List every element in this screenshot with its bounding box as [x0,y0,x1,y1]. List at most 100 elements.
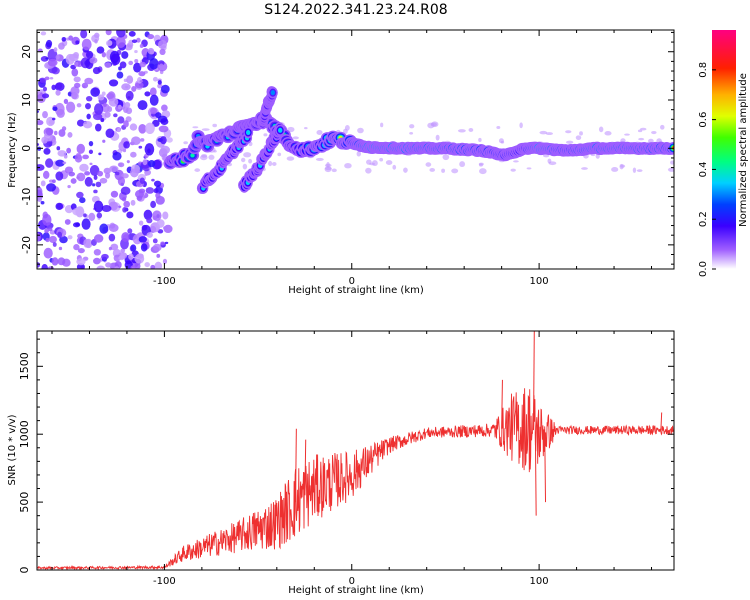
noise-blob [130,168,139,178]
noise-blob [130,151,137,158]
noise-blob [286,156,295,161]
noise-blob [478,137,482,142]
noise-blob [153,188,159,194]
noise-blob [72,222,81,228]
y-tick-label: -10 [20,188,33,206]
noise-blob [194,168,201,172]
noise-blob [130,199,136,206]
noise-blob [76,143,86,154]
spectrogram-frame [36,29,675,270]
noise-blob [637,129,643,133]
noise-blob [96,212,103,219]
noise-blob [47,58,58,67]
noise-blob [138,124,147,134]
noise-blob [41,93,50,99]
noise-blob [103,167,111,175]
noise-blob [75,40,80,45]
noise-blob [37,196,43,202]
noise-blob [344,162,352,169]
x-tick-label: -100 [153,576,176,587]
y-tick-label: 0 [18,567,31,574]
noise-blob [71,68,79,77]
noise-blob [146,232,153,238]
noise-blob [82,120,93,129]
noise-blob [624,133,630,136]
noise-blob [344,125,350,131]
noise-blob [43,247,53,259]
noise-blob [121,197,127,202]
noise-blob [208,154,215,160]
noise-blob [565,140,574,144]
noise-blob [37,119,44,126]
noise-blob [138,236,147,243]
noise-blob [68,171,76,177]
noise-blob [76,103,82,108]
branch-mark [270,90,276,96]
noise-blob [331,168,337,173]
noise-blob [152,210,162,222]
noise-blob [118,205,122,208]
noise-blob [213,150,217,153]
noise-blob [123,200,131,208]
noise-blob [144,143,155,156]
snr-frame [36,330,675,571]
noise-blob [152,238,158,244]
ridge-mark [190,153,195,158]
noise-blob [183,141,188,145]
noise-blob [65,53,75,65]
noise-blob [55,159,65,167]
noise-blob [126,75,134,84]
noise-blob [104,62,112,69]
noise-blob [63,98,69,105]
noise-blob [109,165,119,173]
noise-blob [548,161,557,166]
noise-blob [126,160,130,164]
noise-blob [73,76,81,83]
noise-blob [83,238,91,248]
noise-blob [108,79,119,87]
noise-blob [51,117,56,121]
noise-blob [151,178,155,182]
noise-blob [565,130,572,134]
noise-blob [134,58,139,64]
noise-blob [138,220,144,226]
noise-blob [134,49,138,54]
noise-blob [86,113,91,120]
noise-blob [37,164,45,171]
noise-blob [42,86,48,92]
noise-blob [149,94,159,106]
noise-blob [40,180,46,187]
noise-blob [441,168,446,173]
noise-blob [130,265,137,269]
noise-blob [41,263,48,269]
noise-blob [138,145,143,149]
noise-blob [579,131,583,136]
noise-blob [154,261,163,269]
noise-blob [120,186,131,195]
noise-blob [79,163,89,172]
noise-blob [84,171,91,176]
noise-blob [47,266,55,269]
noise-blob [74,154,83,163]
spectrogram-marks [37,30,674,269]
noise-blob [479,168,487,175]
noise-blob [248,158,253,164]
noise-blob [304,127,308,130]
noise-blob [40,200,45,205]
noise-blob [496,126,501,129]
noise-blob [123,141,130,149]
x-tick-label: 100 [530,276,549,287]
snr-series-line [36,388,675,571]
noise-blob [115,171,120,176]
noise-blob [108,233,116,242]
noise-blob [457,129,466,133]
noise-blob [156,219,165,228]
noise-blob [95,181,102,188]
noise-blob [93,248,101,256]
noise-blob [90,87,100,97]
noise-blob [115,36,126,48]
snr-y-label: SNR (10 * v/v) [7,414,18,485]
noise-blob [121,83,131,91]
noise-blob [74,82,81,89]
noise-blob [44,76,50,81]
